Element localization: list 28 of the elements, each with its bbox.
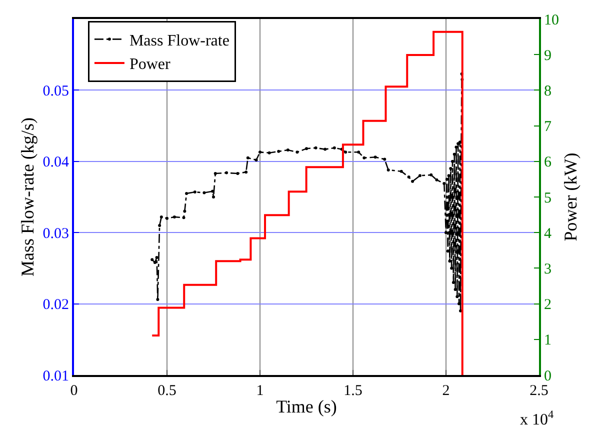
y-tick-label: 0.03 (42, 226, 69, 242)
text: x 10$^{4}$ (520, 409, 554, 429)
y2-tick-label: 8 (544, 83, 552, 100)
x-tick-label: 2.5 (530, 383, 548, 399)
y-tick-label: 0.01 (42, 368, 69, 384)
x-tick-label: 0 (70, 383, 78, 399)
y2-tick-label: 3 (544, 261, 552, 278)
y2-tick-label: 9 (544, 48, 552, 64)
y-tick-label: 0.05 (42, 83, 69, 100)
legend-label: Power (129, 56, 172, 74)
y2-tick-label: 0 (544, 368, 552, 384)
legend-label: Mass Flow-rate (129, 32, 230, 50)
y-tick-label: 0.04 (42, 154, 70, 171)
y-axis-title: Mass Flow-rate (kg/s) (17, 118, 38, 276)
y2-tick-label: 2 (544, 297, 552, 314)
y2-tick-label: 6 (544, 154, 552, 171)
y-tick-label: 0.02 (42, 297, 69, 314)
x-tick-label: 1.5 (344, 383, 362, 399)
x-tick-label: 2 (442, 383, 450, 399)
x-tick-label: 1 (256, 383, 264, 399)
y2-tick-label: 5 (544, 190, 552, 206)
y2-tick-label: 10 (544, 12, 559, 28)
y2-tick-label: 1 (544, 332, 552, 349)
x-tick-label: 0.5 (158, 383, 176, 399)
y2-tick-label: 7 (544, 119, 552, 136)
y2-tick-label: 4 (544, 226, 552, 242)
x-axis-title: Time (s) (276, 396, 337, 417)
y2-axis-title: Power (kW) (560, 152, 581, 242)
